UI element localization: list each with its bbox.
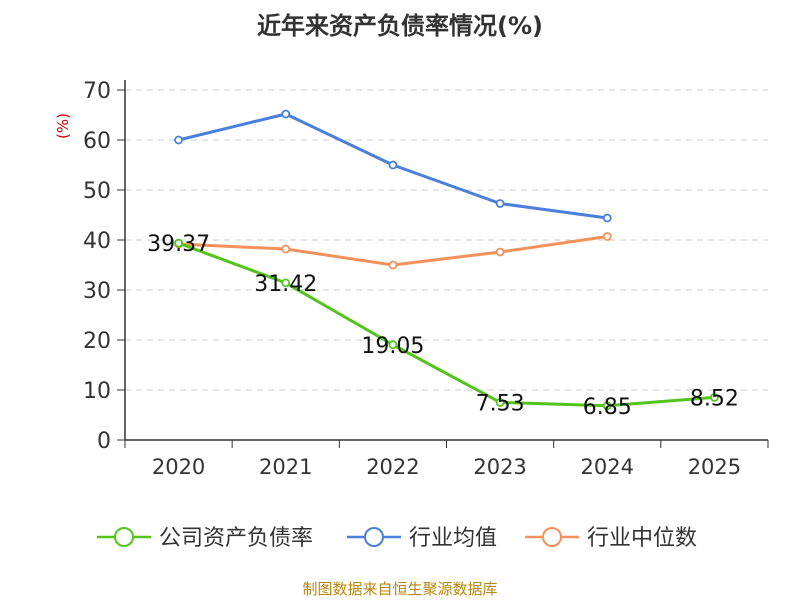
axes: 0 10 20 30 40 50 60 70 2020 2021 2022 2023 2024 2025 (…: [54, 79, 769, 479]
data-point: [281, 244, 291, 254]
data-label: 6.85: [583, 395, 632, 420]
legend-marker: [542, 527, 562, 547]
data-point: [174, 238, 183, 248]
data-point: [602, 401, 612, 411]
y-tick-label: 60: [83, 129, 111, 154]
y-tick-label: 30: [83, 279, 111, 304]
chart-title: 近年来资产负债率情况(%): [257, 12, 543, 40]
data-point: [495, 397, 505, 407]
y-tick-label: 40: [83, 229, 111, 254]
data-point: [495, 199, 505, 208]
legend[interactable]: 公司资产负债率 行业均值 行业中位数: [97, 526, 697, 551]
data-point: [602, 213, 612, 223]
y-tick-label: 10: [83, 379, 111, 404]
x-tick-label: 2023: [473, 455, 526, 479]
y-tick-label: 0: [97, 429, 111, 454]
data-label: 7.53: [476, 391, 525, 416]
data-labels: 39.37 31.42 19.05 7.53 6.85 8.52: [147, 232, 739, 420]
series-group: [174, 109, 719, 411]
x-tick-label: 2024: [581, 455, 634, 479]
data-point: [388, 340, 398, 350]
legend-item[interactable]: 行业均值: [347, 526, 497, 551]
x-tick-label: 2020: [152, 455, 205, 479]
legend-item[interactable]: 公司资产负债率: [97, 526, 313, 551]
y-tick-label: 50: [83, 179, 111, 204]
x-tick-label: 2025: [688, 455, 741, 479]
data-point: [388, 160, 398, 170]
x-tick-label: 2021: [259, 455, 312, 479]
y-tick-label: 70: [83, 79, 111, 104]
data-point: [495, 247, 505, 257]
legend-marker: [114, 527, 134, 547]
source-note: 制图数据来自恒生聚源数据库: [302, 580, 498, 598]
data-label: 31.42: [254, 272, 317, 297]
grid-lines: [125, 89, 768, 391]
legend-label: 行业均值: [409, 526, 497, 551]
legend-label: 公司资产负债率: [159, 526, 313, 551]
data-point: [602, 232, 612, 241]
data-point: [281, 278, 291, 288]
data-point: [174, 135, 183, 145]
series-line: [178, 241, 715, 408]
data-point: [388, 260, 398, 270]
x-tick-label: 2022: [366, 455, 419, 479]
data-label: 8.52: [690, 386, 739, 411]
data-point: [281, 109, 291, 119]
legend-marker: [364, 527, 384, 547]
legend-item[interactable]: 行业中位数: [525, 526, 697, 551]
data-label: 19.05: [361, 334, 424, 359]
legend-label: 行业中位数: [587, 526, 697, 551]
data-point: [710, 392, 719, 402]
y-tick-label: 20: [83, 329, 111, 354]
data-label: 39.37: [147, 232, 210, 257]
y-axis-label: (%): [54, 113, 72, 139]
